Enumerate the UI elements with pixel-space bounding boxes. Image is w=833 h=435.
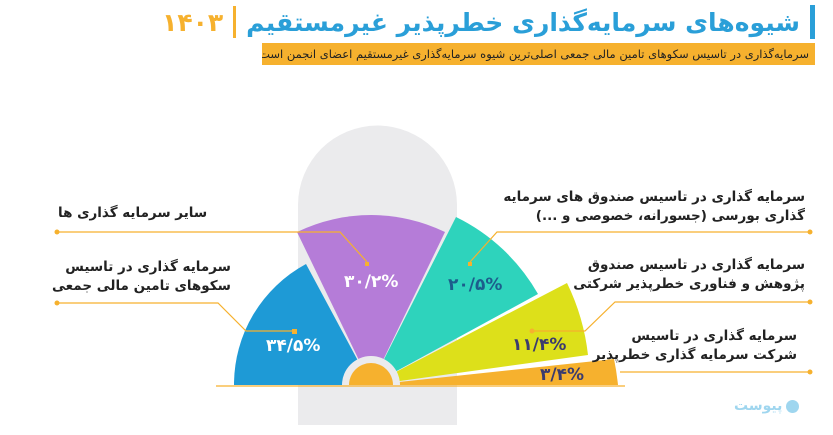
label-funds: سرمایه گذاری در تاسیس صندوق های سرمایه گ… xyxy=(503,188,805,226)
subtitle-banner: سرمایه‌گذاری در تاسیس سکوهای تامین مالی … xyxy=(262,43,815,65)
label-line: سرمایه گذاری در تاسیس صندوق xyxy=(587,257,805,273)
year-label: ۱۴۰۳ xyxy=(162,7,224,37)
leader-lines xyxy=(54,229,813,375)
label-research-fund: سرمایه گذاری در تاسیس صندوق پژوهش و فناو… xyxy=(573,256,805,294)
title-separator xyxy=(233,6,237,38)
label-other: سایر سرمایه گذاری ها xyxy=(58,204,207,223)
sector-funds xyxy=(371,217,538,385)
title-accent-bar xyxy=(810,5,815,39)
label-crowdfunding: سرمایه گذاری در تاسیس سکوهای تامین مالی … xyxy=(52,258,231,296)
label-line: سرمایه گذاری در تاسیس xyxy=(65,259,231,275)
label-line: سرمایه گذاری در تاسیس xyxy=(631,328,797,344)
sector-research-fund xyxy=(371,283,588,385)
label-line: پژوهش و فناوری خطرپذیر شرکتی xyxy=(573,276,805,292)
label-line: سرمایه گذاری در تاسیس صندوق های سرمایه xyxy=(503,189,805,205)
label-line: شرکت سرمایه گذاری خطرپذیر xyxy=(592,347,797,363)
label-line: سایر سرمایه گذاری ها xyxy=(58,205,208,221)
logo-text: پیوست xyxy=(734,398,783,414)
sector-vc-company xyxy=(371,359,618,385)
value-research-fund: ۱۱/۴% xyxy=(512,335,567,355)
center-hub xyxy=(349,363,393,385)
label-vc-company: سرمایه گذاری در تاسیس شرکت سرمایه گذاری … xyxy=(593,327,797,365)
logo-icon xyxy=(786,399,800,413)
brand-logo: پیوست xyxy=(734,398,800,414)
label-line: سکوهای تامین مالی جمعی xyxy=(52,278,231,294)
sector-other xyxy=(297,215,445,385)
value-vc-company: ۳/۴% xyxy=(540,365,584,385)
value-funds: ۲۰/۵% xyxy=(448,275,503,295)
label-line: گذاری بورسی (جسورانه، خصوصی و ...) xyxy=(535,208,805,224)
header: شیوه‌های سرمایه‌گذاری خطرپذیر غیرمستقیم … xyxy=(162,4,815,40)
value-other: ۳۰/۲% xyxy=(344,272,399,292)
value-crowdfunding: ۳۴/۵% xyxy=(266,336,321,356)
page-title: شیوه‌های سرمایه‌گذاری خطرپذیر غیرمستقیم xyxy=(246,7,800,37)
sector-crowdfunding xyxy=(233,264,371,385)
